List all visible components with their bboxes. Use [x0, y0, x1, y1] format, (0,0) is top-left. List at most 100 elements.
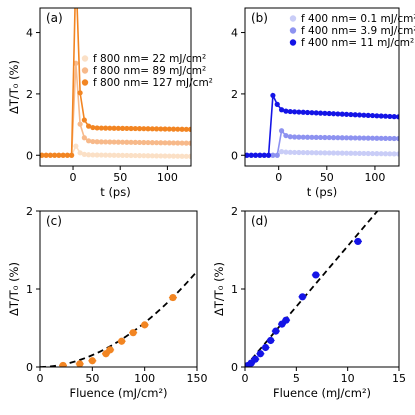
data-point	[98, 139, 104, 145]
data-point	[77, 121, 83, 127]
data-point	[245, 152, 250, 158]
y-tick-label: 0	[231, 149, 238, 162]
x-tick-label: 0	[37, 372, 44, 385]
x-tick-label: 100	[157, 171, 178, 184]
data-point	[94, 152, 100, 158]
data-point	[283, 108, 289, 114]
data-point	[251, 355, 259, 363]
data-point	[356, 112, 363, 118]
data-point	[119, 139, 126, 145]
data-point	[153, 140, 160, 146]
legend-marker	[289, 27, 297, 34]
data-point	[153, 153, 160, 159]
data-point	[183, 140, 189, 146]
data-point	[395, 151, 399, 157]
data-point	[94, 139, 100, 145]
data-point	[330, 111, 337, 117]
axes-frame	[244, 7, 400, 167]
data-point	[391, 151, 397, 157]
data-point	[166, 153, 172, 159]
plot-area	[245, 211, 379, 367]
data-point	[382, 135, 389, 141]
legend-entry: f 800 nm= 89 mJ/cm²	[93, 65, 206, 77]
data-point	[129, 329, 137, 337]
data-point	[102, 152, 109, 158]
panel-label: (c)	[46, 214, 62, 228]
y-tick-label: 0	[26, 149, 33, 162]
x-axis-label: t (ps)	[307, 185, 337, 199]
data-point	[81, 151, 87, 157]
data-point	[335, 150, 341, 156]
data-point	[361, 112, 367, 118]
data-point	[153, 126, 160, 132]
data-point	[115, 139, 121, 145]
data-point	[175, 140, 181, 146]
data-point	[115, 152, 121, 158]
data-point	[309, 110, 315, 116]
data-point	[296, 149, 302, 156]
plot-area	[40, 8, 191, 159]
data-point	[322, 150, 328, 156]
x-tick-label: 15	[392, 372, 406, 385]
panel-label: (a)	[46, 11, 63, 25]
data-point	[86, 152, 92, 158]
data-point	[378, 151, 384, 157]
y-tick-label: 4	[26, 27, 33, 40]
data-point	[369, 135, 376, 141]
data-point	[309, 150, 315, 156]
data-point	[132, 152, 138, 159]
data-point	[69, 152, 75, 158]
data-point	[391, 114, 397, 120]
data-point	[124, 139, 130, 145]
data-point	[162, 126, 168, 132]
data-point	[270, 92, 276, 99]
legend-marker	[81, 79, 89, 86]
data-point	[356, 150, 363, 156]
data-point	[149, 126, 155, 132]
y-tick-label: 1	[26, 283, 33, 296]
data-point	[369, 150, 376, 157]
data-point	[343, 150, 350, 156]
data-point	[296, 134, 302, 140]
data-point	[300, 149, 306, 156]
data-point	[88, 357, 96, 365]
data-point	[382, 113, 389, 119]
data-point	[365, 112, 371, 118]
data-point	[304, 150, 311, 156]
data-point	[378, 135, 384, 141]
data-point	[170, 153, 177, 159]
data-point	[291, 134, 298, 140]
data-point	[73, 143, 79, 149]
data-point	[335, 111, 341, 117]
data-point	[300, 134, 306, 140]
data-point	[183, 126, 189, 132]
data-point	[86, 138, 92, 144]
series-2	[245, 92, 399, 158]
x-axis-label: t (ps)	[100, 185, 130, 199]
data-point	[77, 90, 83, 96]
data-point	[312, 271, 320, 279]
data-point	[387, 151, 393, 157]
data-point	[179, 126, 185, 132]
data-point	[317, 110, 324, 116]
data-point	[60, 152, 66, 158]
data-point	[378, 113, 384, 119]
data-point	[119, 152, 126, 158]
data-point	[124, 125, 130, 132]
data-point	[149, 140, 155, 146]
y-tick-label: 2	[26, 205, 33, 218]
x-axis-label: Fluence (mJ/cm²)	[273, 386, 371, 400]
data-point	[98, 152, 104, 158]
axes-frame	[39, 210, 198, 368]
data-point	[169, 293, 177, 302]
data-point	[348, 111, 354, 118]
legend-entry: f 800 nm= 127 mJ/cm²	[93, 77, 213, 89]
data-point	[77, 150, 83, 156]
data-point	[94, 125, 100, 131]
data-point	[274, 152, 280, 158]
legend-marker	[289, 15, 297, 22]
data-point	[356, 135, 363, 141]
data-point	[313, 110, 319, 116]
